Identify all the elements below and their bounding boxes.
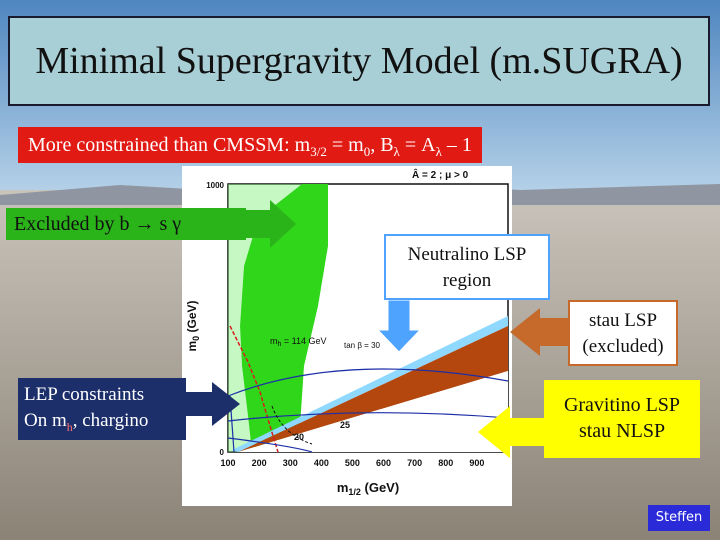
x-tick-200: 200 <box>252 458 267 468</box>
callout-excluded-bsgamma: Excluded by b → s γ <box>6 208 246 240</box>
x-tick-700: 700 <box>407 458 422 468</box>
x-tick-100: 100 <box>220 458 235 468</box>
x-tick-800: 800 <box>438 458 453 468</box>
footer-author: Steffen <box>648 505 710 531</box>
excluded-region-light <box>228 184 302 452</box>
tanb-30-contour <box>227 368 509 397</box>
subtitle-text-suffix: – 1 <box>441 134 472 156</box>
subtitle-text-mid3: = A <box>399 134 436 156</box>
x-tick-900: 900 <box>469 458 484 468</box>
tanb-label: tan β = 30 <box>344 341 381 350</box>
x-tick-labels: 100 200 300 400 500 600 700 800 900 <box>220 458 484 468</box>
callout-lep-constraints: LEP constraints On mh, chargino <box>18 378 186 440</box>
subtitle-sub-2: 0 <box>363 144 371 159</box>
footer-author-text: Steffen <box>655 510 703 525</box>
y-tick-top: 1000 <box>206 181 224 190</box>
callout-lep-sub: h <box>66 419 73 434</box>
plot-header: Â = 2 ; μ > 0 <box>412 168 469 181</box>
subtitle-text-mid2: , B <box>370 134 394 156</box>
neutralino-lsp-region <box>232 316 508 452</box>
contour-25-label: 25 <box>340 420 350 430</box>
x-tick-600: 600 <box>376 458 391 468</box>
slide-title-text: Minimal Supergravity Model (m.SUGRA) <box>35 40 683 82</box>
callout-gravitino-lsp: Gravitino LSP stau NLSP <box>544 380 700 458</box>
contour-25-line <box>227 412 509 422</box>
x-axis-label-unit: (GeV) <box>361 480 399 495</box>
higgs-label-m: m <box>270 336 278 346</box>
x-tick-400: 400 <box>314 458 329 468</box>
y-axis-label: m0 (GeV) <box>185 300 201 351</box>
callout-lep-on: On m <box>24 410 67 431</box>
x-axis-label: m1/2 (GeV) <box>337 480 399 497</box>
higgs-label-val: = 114 GeV <box>281 336 326 346</box>
subtitle-text-prefix: More constrained than CMSSM: m <box>28 134 311 156</box>
callout-gravitino-line2: stau NLSP <box>578 420 666 442</box>
gravitino-lsp-region <box>238 371 508 452</box>
callout-gravitino-line1: Gravitino LSP <box>563 394 681 416</box>
callout-stau-lsp: stau LSP (excluded) <box>568 300 678 366</box>
x-axis-label-m: m <box>337 480 349 495</box>
callout-stau-line1: stau LSP <box>588 310 658 331</box>
callout-neutralino-line2: region <box>442 270 492 291</box>
callout-lep-rest: , chargino <box>72 410 149 431</box>
subtitle-sub-4: λ <box>435 144 442 159</box>
callout-neutralino-line1: Neutralino LSP <box>407 244 527 265</box>
callout-excluded-text: Excluded by b → s γ <box>14 213 182 235</box>
msugra-plot: Â = 2 ; μ > 0 mh = 114 GeV tan β = 30 25… <box>182 166 512 506</box>
higgs-label-sub: h <box>278 341 282 348</box>
callout-lep-line2: On mh, chargino <box>24 408 186 440</box>
y-axis-label-sub: 0 <box>191 336 201 341</box>
subtitle-text-mid1: = m <box>326 134 364 156</box>
dashed-contour <box>271 405 313 445</box>
callout-neutralino-lsp: Neutralino LSP region <box>384 234 550 300</box>
subtitle-sub-3: λ <box>393 144 400 159</box>
subtitle-sub-1: 3/2 <box>310 144 327 159</box>
subtitle-banner: More constrained than CMSSM: m3/2 = m0, … <box>18 127 482 163</box>
x-tick-500: 500 <box>345 458 360 468</box>
y-axis-label-unit: (GeV) <box>185 300 199 335</box>
slide-title: Minimal Supergravity Model (m.SUGRA) <box>8 16 710 106</box>
higgs-label: mh = 114 GeV <box>270 336 327 348</box>
contour-20-label: 20 <box>294 432 304 442</box>
contour-20-line <box>227 437 313 453</box>
callout-stau-line2: (excluded) <box>582 336 664 357</box>
x-tick-300: 300 <box>283 458 298 468</box>
stau-lsp-region <box>238 326 508 452</box>
higgs-mass-line <box>229 325 279 453</box>
x-axis-label-sub: 1/2 <box>348 487 361 497</box>
y-axis-label-m: m <box>185 341 199 352</box>
y-tick-bottom: 0 <box>220 448 225 457</box>
callout-lep-line1: LEP constraints <box>24 384 145 405</box>
